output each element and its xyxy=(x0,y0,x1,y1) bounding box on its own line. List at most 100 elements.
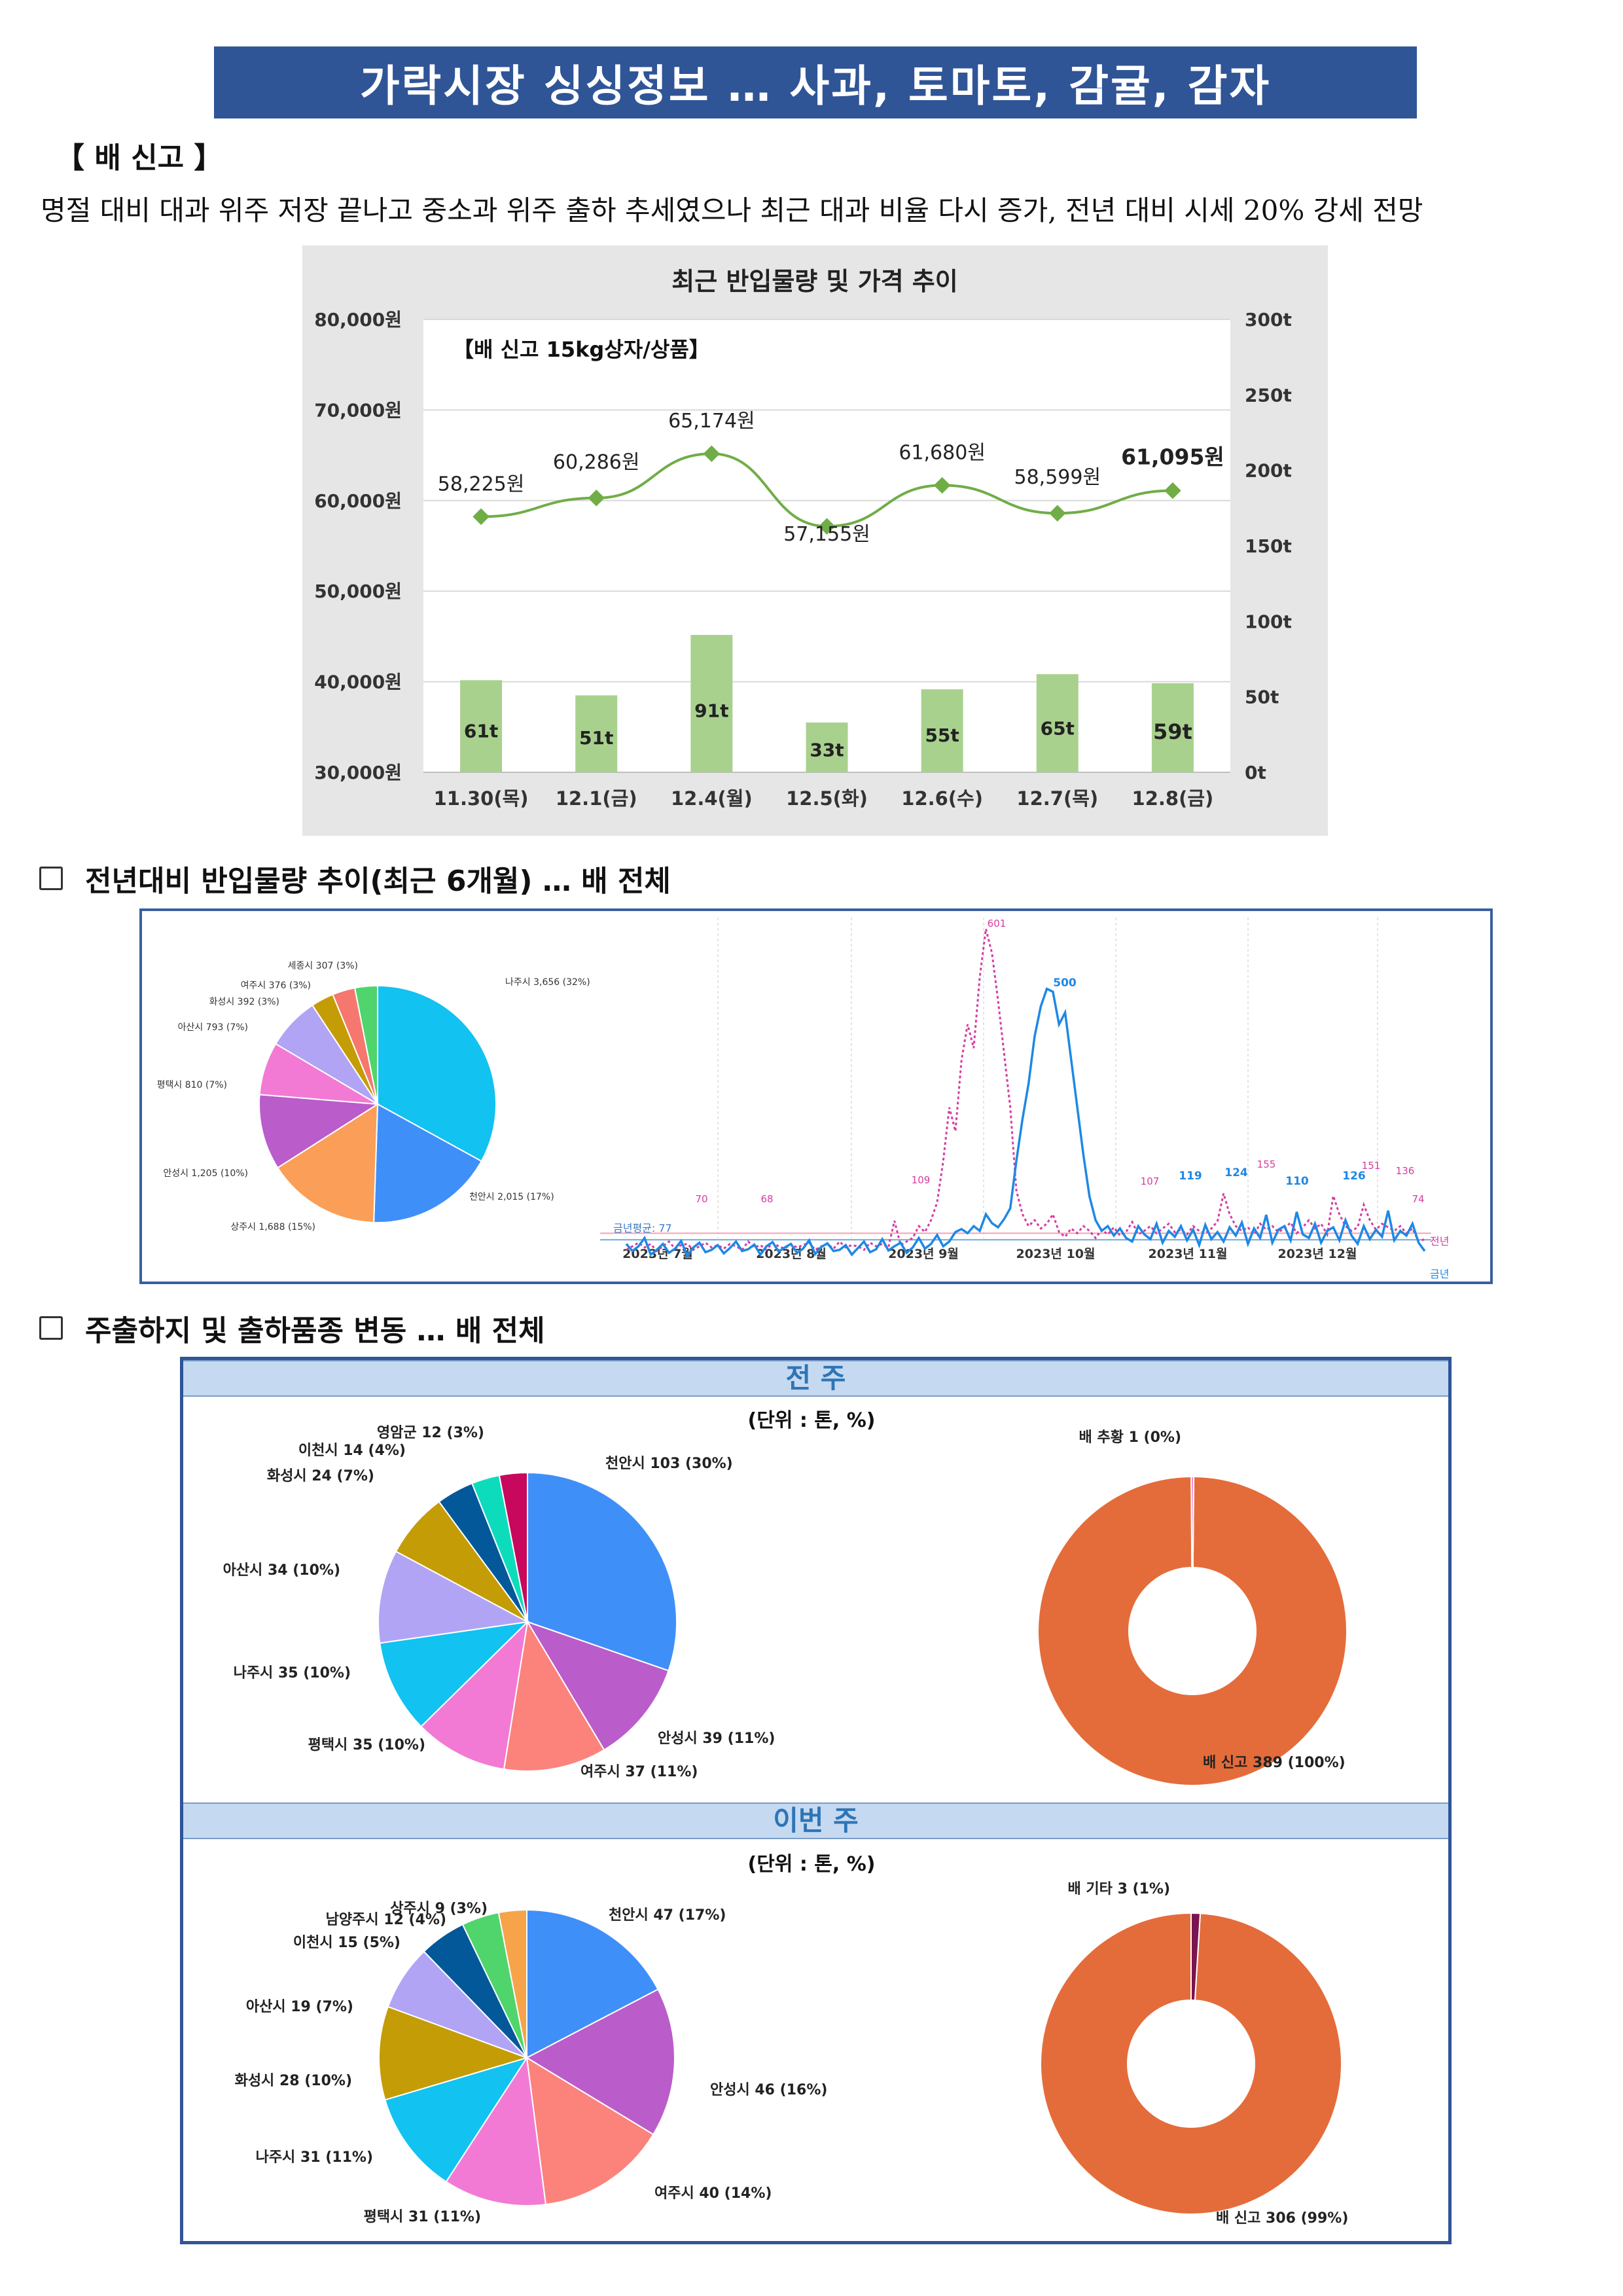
this-week-origin-slice xyxy=(526,1909,659,2059)
prev-week-origin-slice xyxy=(379,1621,529,1728)
volume-bar-label: 65t xyxy=(1041,718,1075,740)
this-year-peak-label: 500 xyxy=(1053,977,1077,990)
price-label: 60,286원 xyxy=(553,451,640,474)
x-axis-tick: 2023년 9월 xyxy=(888,1247,959,1261)
left-axis-tick: 60,000원 xyxy=(314,490,402,512)
volume-pie-label: 여주시 376 (3%) xyxy=(241,980,311,991)
prev-week-variety-label: 배 추황 1 (0%) xyxy=(1079,1429,1181,1446)
average-line-label: 금년평균: 77 xyxy=(613,1222,672,1234)
prev-week-origin-slice xyxy=(503,1620,605,1772)
x-axis-tick: 2023년 12월 xyxy=(1278,1247,1357,1261)
right-axis-tick: 0t xyxy=(1245,762,1266,783)
volume-bar-label: 59t xyxy=(1153,719,1192,744)
volume-trend-heading: 전년대비 반입물량 추이(최근 6개월) … 배 전체 xyxy=(39,857,671,899)
unit-label: (단위 : 톤, %) xyxy=(747,1409,875,1432)
left-axis-tick: 80,000원 xyxy=(314,309,402,331)
this-year-peak-label: 126 xyxy=(1342,1170,1366,1183)
volume-trend-chart: 나주시 3,656 (32%) 천안시 2,015 (17%) 상주시 1,688 … xyxy=(157,918,1449,1280)
last-year-peak-label: 68 xyxy=(760,1193,773,1205)
origin-change-heading: 주출하지 및 출하품종 변동 … 배 전체 xyxy=(39,1307,545,1349)
prev-week-origin-slice xyxy=(420,1620,529,1770)
right-axis-tick: 200t xyxy=(1245,460,1292,482)
prev-week-origin-slice xyxy=(526,1621,669,1751)
this-week-origin-label: 상주시 9 (3%) xyxy=(390,1901,488,1917)
volume-pie-slice xyxy=(276,1103,379,1223)
prev-week-origin-label: 안성시 39 (11%) xyxy=(658,1731,775,1747)
this-week-origin-slice xyxy=(525,1988,675,2136)
chart-title: 최근 반입물량 및 가격 추이 xyxy=(671,267,957,296)
x-axis-tick: 12.8(금) xyxy=(1132,787,1214,810)
volume-trend-panel: 나주시 3,656 (32%) 천안시 2,015 (17%) 상주시 1,688 … xyxy=(139,908,1493,1284)
volume-bar xyxy=(575,695,618,772)
volume-bar xyxy=(921,689,963,772)
prev-week-origin-label: 아산시 34 (10%) xyxy=(223,1562,340,1579)
this-week-origin-label: 화성시 28 (10%) xyxy=(235,2073,352,2089)
plot-area xyxy=(423,319,1230,772)
this-week-origin-label: 나주시 31 (11%) xyxy=(256,2149,373,2166)
volume-pie-label: 천안시 2,015 (17%) xyxy=(469,1192,554,1202)
volume-pie-label: 안성시 1,205 (10%) xyxy=(163,1168,248,1179)
volume-bar-label: 33t xyxy=(810,740,844,761)
last-year-peak-label: 74 xyxy=(1412,1193,1424,1205)
this-year-peak-label: 124 xyxy=(1224,1166,1248,1179)
left-axis-tick: 70,000원 xyxy=(314,399,402,421)
legend-last-year: 전년 xyxy=(1430,1235,1449,1247)
left-axis-tick: 30,000원 xyxy=(314,762,402,783)
this-week-origin-label: 안성시 46 (16%) xyxy=(710,2082,827,2098)
prev-week-origin-slice xyxy=(378,1550,530,1644)
volume-pie-slice xyxy=(353,984,378,1105)
volume-pie-slice xyxy=(373,1103,483,1223)
price-label: 61,095원 xyxy=(1121,444,1224,470)
this-week-origin-label: 남양주시 12 (4%) xyxy=(326,1912,446,1928)
right-axis-tick: 150t xyxy=(1245,535,1292,557)
section-tag: 【 배 신고 】 xyxy=(56,141,223,175)
volume-pie-slice xyxy=(377,984,497,1162)
this-week-origin-label: 아산시 19 (7%) xyxy=(246,1999,353,2015)
volume-bar-label: 61t xyxy=(464,721,498,742)
volume-trend-heading-text: 전년대비 반입물량 추이(최근 6개월) … 배 전체 xyxy=(85,865,671,898)
volume-pie-label: 나주시 3,656 (32%) xyxy=(505,977,590,988)
volume-pie-label: 상주시 1,688 (15%) xyxy=(230,1222,315,1232)
prev-week-origin-label: 여주시 37 (11%) xyxy=(580,1764,698,1780)
volume-pie-label: 화성시 392 (3%) xyxy=(209,997,279,1007)
volume-pie-label: 평택시 810 (7%) xyxy=(157,1080,227,1090)
price-label: 57,155원 xyxy=(783,523,870,546)
x-axis-tick: 11.30(목) xyxy=(434,787,529,810)
volume-bar-label: 55t xyxy=(925,725,959,746)
x-axis-tick: 2023년 8월 xyxy=(756,1247,827,1261)
prev-week-origin-label: 평택시 35 (10%) xyxy=(308,1737,425,1753)
price-label: 65,174원 xyxy=(668,410,755,433)
right-axis-tick: 300t xyxy=(1245,309,1292,331)
this-year-peak-label: 119 xyxy=(1179,1170,1202,1183)
x-axis-tick: 12.1(금) xyxy=(556,787,637,810)
price-label: 58,225원 xyxy=(438,473,525,495)
x-axis-tick: 12.4(월) xyxy=(671,787,753,810)
x-axis-tick: 2023년 7월 xyxy=(622,1247,693,1261)
prev-week-origin-slice xyxy=(395,1500,528,1623)
prev-week-title: 전 주 xyxy=(183,1360,1448,1397)
prev-week-origin-label: 화성시 24 (7%) xyxy=(267,1468,374,1484)
this-week-origin-label: 평택시 31 (11%) xyxy=(364,2209,481,2225)
last-year-peak-label: 70 xyxy=(695,1193,707,1205)
price-volume-chart-panel: 30,000원 40,000원 50,000원 60,000원 70,000원 80,00… xyxy=(302,245,1328,836)
volume-bar xyxy=(690,635,733,772)
prev-week-variety-slice-hole xyxy=(1128,1567,1257,1695)
last-year-peak-label: 109 xyxy=(912,1174,931,1186)
left-axis-tick: 40,000원 xyxy=(314,672,402,693)
page-title: 가락시장 싱싱정보 … 사과, 토마토, 감귤, 감자 xyxy=(214,46,1417,118)
this-week-origin-label: 여주시 40 (14%) xyxy=(654,2185,772,2202)
volume-pie-label: 아산시 793 (7%) xyxy=(178,1022,248,1033)
this-week-variety-label: 배 기타 3 (1%) xyxy=(1068,1881,1170,1897)
right-axis-tick: 250t xyxy=(1245,384,1292,406)
this-week-origin-slice xyxy=(378,2005,529,2101)
last-year-peak-label: 601 xyxy=(988,918,1007,929)
last-year-peak-label: 151 xyxy=(1362,1160,1381,1172)
left-axis-tick: 50,000원 xyxy=(314,581,402,602)
volume-bar xyxy=(460,680,503,772)
unit-label: (단위 : 톤, %) xyxy=(747,1853,875,1876)
this-week-origin-slice xyxy=(497,1909,527,2058)
prev-week-origin-slice xyxy=(498,1471,528,1623)
last-year-peak-label: 107 xyxy=(1141,1175,1160,1187)
x-axis-tick: 12.5(화) xyxy=(786,787,868,810)
price-marker xyxy=(703,445,721,462)
